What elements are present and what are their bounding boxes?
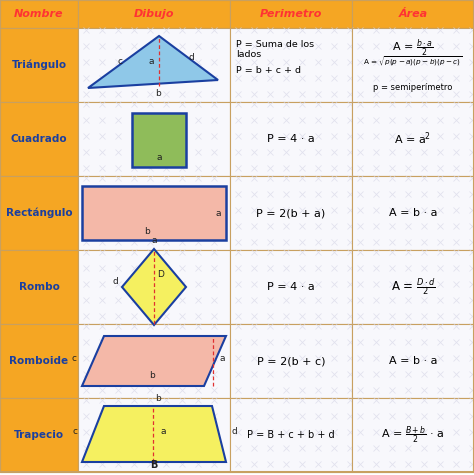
Text: A = $\frac{b \cdot a}{2}$: A = $\frac{b \cdot a}{2}$: [392, 38, 434, 59]
Text: b: b: [144, 228, 150, 237]
Text: a: a: [215, 209, 221, 218]
Bar: [78, 0, 230, 28]
Text: D: D: [157, 270, 164, 279]
Bar: [230, 28, 352, 102]
Polygon shape: [88, 36, 218, 88]
Text: Área: Área: [399, 9, 428, 19]
Text: a: a: [219, 354, 225, 363]
Text: d: d: [189, 54, 194, 63]
Bar: [230, 324, 352, 398]
Bar: [0, 176, 78, 250]
Text: Nombre: Nombre: [14, 9, 64, 19]
Text: A = $\sqrt{p(p-a)(p-b)(p-c)}$: A = $\sqrt{p(p-a)(p-b)(p-c)}$: [363, 54, 463, 68]
Bar: [352, 28, 474, 102]
Text: A = $\frac{B+b}{2}$ · a: A = $\frac{B+b}{2}$ · a: [381, 424, 445, 446]
Polygon shape: [122, 249, 186, 325]
Text: b: b: [155, 394, 161, 403]
Bar: [352, 102, 474, 176]
Bar: [78, 398, 230, 472]
Text: a: a: [156, 153, 162, 162]
Text: d: d: [112, 277, 118, 286]
Text: P = 4 · a: P = 4 · a: [267, 282, 315, 292]
Bar: [230, 398, 352, 472]
Bar: [132, 113, 186, 167]
Text: a: a: [160, 427, 166, 436]
Text: lados: lados: [236, 50, 261, 59]
Text: c: c: [117, 57, 122, 67]
Text: Rombo: Rombo: [18, 282, 59, 292]
Text: a: a: [151, 236, 157, 245]
Bar: [0, 324, 78, 398]
Bar: [352, 250, 474, 324]
Text: Trapecio: Trapecio: [14, 430, 64, 440]
Text: d: d: [231, 427, 237, 436]
Text: A = $\frac{D \cdot d}{2}$: A = $\frac{D \cdot d}{2}$: [391, 276, 436, 297]
Bar: [352, 0, 474, 28]
Text: A = b · a: A = b · a: [389, 356, 437, 366]
Bar: [352, 176, 474, 250]
Bar: [230, 176, 352, 250]
Bar: [0, 28, 78, 102]
Bar: [352, 324, 474, 398]
Bar: [230, 0, 352, 28]
Text: Romboide: Romboide: [9, 356, 69, 366]
Text: a: a: [148, 57, 154, 66]
Text: P = 2(b + a): P = 2(b + a): [256, 208, 326, 218]
Text: Cuadrado: Cuadrado: [11, 134, 67, 144]
Text: Triángulo: Triángulo: [11, 60, 66, 70]
Text: c: c: [73, 427, 78, 436]
Bar: [78, 324, 230, 398]
Bar: [78, 28, 230, 102]
Text: Rectángulo: Rectángulo: [6, 208, 73, 218]
Polygon shape: [82, 406, 226, 462]
Bar: [0, 398, 78, 472]
Bar: [0, 250, 78, 324]
Text: c: c: [72, 354, 76, 363]
Bar: [78, 250, 230, 324]
Text: b: b: [149, 371, 155, 380]
Bar: [230, 250, 352, 324]
Text: P = 4 · a: P = 4 · a: [267, 134, 315, 144]
Text: A = b · a: A = b · a: [389, 208, 437, 218]
Bar: [78, 176, 230, 250]
Text: P = Suma de los: P = Suma de los: [236, 40, 314, 49]
Text: B: B: [150, 460, 158, 470]
Bar: [78, 102, 230, 176]
Text: A = a$^2$: A = a$^2$: [394, 131, 431, 147]
Bar: [0, 0, 78, 28]
Text: P = B + c + b + d: P = B + c + b + d: [247, 430, 335, 440]
Text: p = semiperímetro: p = semiperímetro: [374, 84, 453, 93]
Bar: [230, 102, 352, 176]
Text: P = 2(b + c): P = 2(b + c): [257, 356, 325, 366]
Bar: [82, 186, 226, 240]
Polygon shape: [82, 336, 226, 386]
Text: Dibujo: Dibujo: [134, 9, 174, 19]
Text: b: b: [155, 89, 161, 98]
Text: P = b + c + d: P = b + c + d: [236, 66, 301, 75]
Text: Perimetro: Perimetro: [260, 9, 322, 19]
Bar: [352, 398, 474, 472]
Bar: [0, 102, 78, 176]
